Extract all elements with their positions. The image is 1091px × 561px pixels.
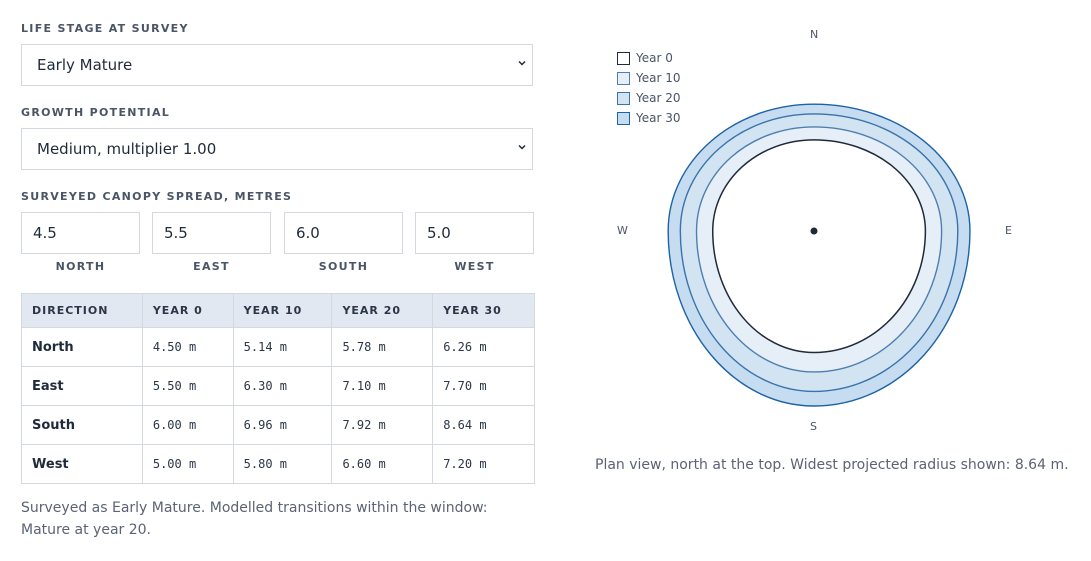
row-direction: South [21,405,143,445]
row-direction: North [21,327,143,367]
cell-year-0: 5.50 m [141,366,234,406]
cell-year-30: 7.20 m [432,444,535,484]
legend-swatch [617,71,630,85]
south-input-label: SOUTH [318,260,369,273]
header-year-30: YEAR 30 [432,293,535,328]
cell-year-10: 5.14 m [232,327,333,367]
compass-west-label: W [617,224,628,237]
chevron-down-icon [518,60,526,66]
canopy-spread-label: SURVEYED CANOPY SPREAD, METRES [21,190,293,203]
cell-year-20: 6.60 m [331,444,434,484]
north-spread-input[interactable]: 4.5 [21,212,140,254]
row-direction: East [21,366,143,406]
cell-year-0: 4.50 m [141,327,234,367]
south-spread-input[interactable]: 6.0 [284,212,403,254]
table-row: West 5.00 m 5.80 m 6.60 m 7.20 m [21,444,535,484]
cell-year-0: 6.00 m [141,405,234,445]
west-spread-input[interactable]: 5.0 [415,212,534,254]
life-stage-label: LIFE STAGE AT SURVEY [21,22,189,35]
north-input-label: NORTH [55,260,106,273]
legend-item-year-30: Year 30 [617,108,681,128]
growth-potential-label: GROWTH POTENTIAL [21,106,171,119]
life-stage-select[interactable]: Early Mature [21,44,533,86]
canopy-plan-diagram [667,103,971,407]
legend-swatch [617,111,630,125]
legend-label: Year 0 [636,51,673,65]
cell-year-30: 6.26 m [432,327,535,367]
transition-note: Surveyed as Early Mature. Modelled trans… [21,500,488,538]
east-input-label: EAST [193,260,230,273]
cell-year-20: 5.78 m [331,327,434,367]
compass-north-label: N [810,28,819,41]
growth-potential-value: Medium, multiplier 1.00 [37,140,217,158]
legend-label: Year 20 [636,91,681,105]
table-row: North 4.50 m 5.14 m 5.78 m 6.26 m [21,327,535,367]
header-year-20: YEAR 20 [331,293,434,328]
header-year-10: YEAR 10 [232,293,333,328]
cell-year-10: 6.96 m [232,405,333,445]
compass-south-label: S [810,420,817,433]
plan-view-panel: Year 0 Year 10 Year 20 Year 30 N E S W P… [560,0,1091,561]
header-year-0: YEAR 0 [141,293,234,328]
cell-year-10: 5.80 m [232,444,333,484]
legend-item-year-20: Year 20 [617,88,681,108]
legend-item-year-0: Year 0 [617,48,681,68]
compass-east-label: E [1005,224,1012,237]
growth-potential-select[interactable]: Medium, multiplier 1.00 [21,128,533,170]
legend-label: Year 10 [636,71,681,85]
chevron-down-icon [518,144,526,150]
header-direction: DIRECTION [21,293,143,328]
plan-legend: Year 0 Year 10 Year 20 Year 30 [617,48,681,128]
east-spread-input[interactable]: 5.5 [152,212,271,254]
legend-label: Year 30 [636,111,681,125]
west-input-label: WEST [454,260,495,273]
cell-year-20: 7.10 m [331,366,434,406]
table-row: East 5.50 m 6.30 m 7.10 m 7.70 m [21,366,535,406]
cell-year-30: 8.64 m [432,405,535,445]
table-header-row: DIRECTION YEAR 0 YEAR 10 YEAR 20 YEAR 30 [21,293,535,328]
cell-year-20: 7.92 m [331,405,434,445]
spread-inputs: 4.5 NORTH 5.5 EAST 6.0 SOUTH 5.0 WEST [21,212,535,273]
projection-table: DIRECTION YEAR 0 YEAR 10 YEAR 20 YEAR 30… [21,293,535,484]
legend-swatch [617,91,630,105]
table-row: South 6.00 m 6.96 m 7.92 m 8.64 m [21,405,535,445]
cell-year-10: 6.30 m [232,366,333,406]
canopy-outline-year-0 [711,139,927,354]
plan-caption: Plan view, north at the top. Widest proj… [595,457,1069,473]
cell-year-0: 5.00 m [141,444,234,484]
row-direction: West [21,444,143,484]
legend-item-year-10: Year 10 [617,68,681,88]
cell-year-30: 7.70 m [432,366,535,406]
life-stage-value: Early Mature [37,56,133,74]
trunk-center-dot [810,227,818,235]
legend-swatch [617,51,630,65]
